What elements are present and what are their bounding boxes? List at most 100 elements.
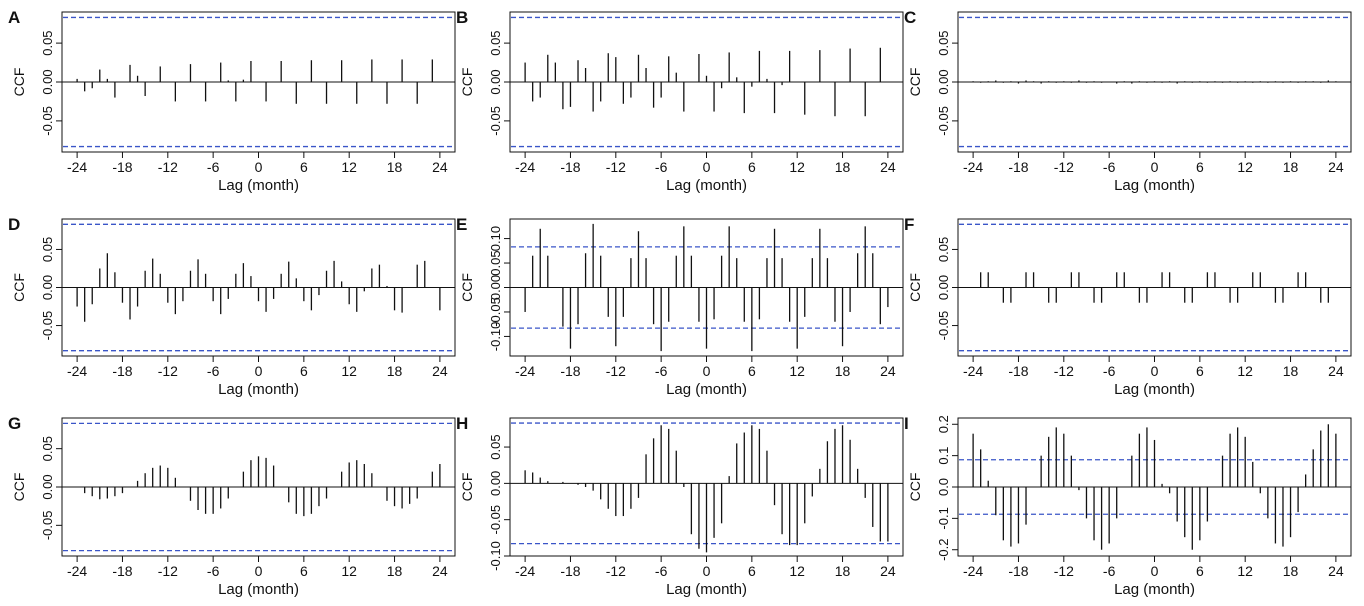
x-tick-label: 0 — [1151, 363, 1159, 379]
panel-letter: C — [904, 8, 916, 27]
x-tick-label: -24 — [963, 159, 983, 175]
x-tick-label: -24 — [963, 563, 983, 579]
panel-letter: H — [456, 414, 468, 433]
x-tick-label: 24 — [432, 363, 448, 379]
x-tick-label: 12 — [341, 159, 357, 175]
y-tick-label: -0.1 — [936, 507, 951, 529]
x-tick-label: -24 — [515, 363, 535, 379]
x-tick-label: -6 — [1103, 159, 1116, 175]
x-tick-label: 6 — [748, 363, 756, 379]
x-axis-label: Lag (month) — [218, 581, 299, 598]
x-tick-label: 6 — [300, 363, 308, 379]
x-tick-label: 0 — [1151, 563, 1159, 579]
x-tick-label: 24 — [1328, 563, 1344, 579]
x-tick-label: 12 — [1237, 159, 1253, 175]
x-axis-label: Lag (month) — [1114, 381, 1195, 398]
y-tick-label: 0.10 — [488, 226, 503, 251]
y-tick-label: 0.00 — [936, 275, 951, 300]
x-tick-label: -12 — [1054, 159, 1074, 175]
x-tick-label: 6 — [748, 563, 756, 579]
x-tick-label: 24 — [880, 563, 896, 579]
y-tick-label: -0.10 — [488, 541, 503, 571]
x-axis-label: Lag (month) — [666, 381, 747, 398]
x-tick-label: -12 — [158, 159, 178, 175]
y-tick-label: -0.05 — [488, 297, 503, 327]
x-tick-label: -6 — [655, 159, 668, 175]
x-tick-label: -12 — [158, 563, 178, 579]
x-tick-label: -24 — [67, 363, 87, 379]
x-tick-label: 18 — [387, 363, 403, 379]
x-tick-label: -18 — [112, 363, 132, 379]
x-tick-label: 6 — [1196, 563, 1204, 579]
x-tick-label: -24 — [67, 159, 87, 175]
y-tick-label: 0.05 — [488, 434, 503, 459]
x-tick-label: 6 — [1196, 363, 1204, 379]
x-tick-label: 0 — [1151, 159, 1159, 175]
panel-b: B -24 -18 -12 -6 0 6 12 18 24 Lag (month) -0.05 0.00… — [456, 8, 904, 194]
x-tick-label: -12 — [158, 363, 178, 379]
x-tick-label: 24 — [880, 363, 896, 379]
y-tick-label: -0.05 — [40, 511, 55, 541]
x-tick-label: 0 — [703, 363, 711, 379]
x-tick-label: 18 — [1283, 563, 1299, 579]
y-tick-label: -0.05 — [488, 106, 503, 136]
x-tick-label: -24 — [515, 563, 535, 579]
x-tick-label: -18 — [1008, 159, 1028, 175]
x-axis-label: Lag (month) — [1114, 177, 1195, 194]
y-tick-label: 0.00 — [488, 275, 503, 300]
x-tick-label: 18 — [835, 159, 851, 175]
x-tick-label: -18 — [1008, 563, 1028, 579]
panel-letter: A — [8, 8, 20, 27]
y-tick-label: 0.05 — [40, 436, 55, 461]
x-tick-label: -24 — [515, 159, 535, 175]
panel-letter: F — [904, 215, 914, 234]
y-axis-label: CCF — [459, 273, 475, 302]
panel-c: C -24 -18 -12 -6 0 6 12 18 24 Lag (month) -0.05 0.00… — [904, 8, 1352, 194]
y-tick-label: 0.00 — [488, 69, 503, 94]
x-tick-label: 12 — [1237, 563, 1253, 579]
y-axis-label: CCF — [459, 473, 475, 502]
y-tick-label: 0.00 — [40, 69, 55, 94]
y-axis-label: CCF — [459, 68, 475, 97]
y-tick-label: -0.05 — [40, 311, 55, 341]
x-tick-label: 18 — [835, 363, 851, 379]
panel-letter: G — [8, 414, 21, 433]
x-axis-label: Lag (month) — [1114, 581, 1195, 598]
y-tick-label: 0.05 — [40, 30, 55, 55]
y-tick-label: 0.00 — [936, 69, 951, 94]
x-tick-label: 18 — [835, 563, 851, 579]
x-tick-label: 12 — [789, 159, 805, 175]
x-tick-label: 24 — [1328, 363, 1344, 379]
x-tick-label: 24 — [432, 563, 448, 579]
x-axis-label: Lag (month) — [218, 177, 299, 194]
x-tick-label: 18 — [387, 159, 403, 175]
x-axis-label: Lag (month) — [666, 581, 747, 598]
x-tick-label: 0 — [255, 159, 263, 175]
y-tick-label: 0.2 — [936, 415, 951, 433]
x-tick-label: 6 — [300, 563, 308, 579]
y-tick-label: -0.05 — [936, 311, 951, 341]
x-tick-label: -18 — [112, 563, 132, 579]
x-tick-label: 18 — [1283, 363, 1299, 379]
panel-e: E -24 -18 -12 -6 0 6 12 18 24 Lag (month) -0.10-0.0… — [456, 215, 904, 398]
y-tick-label: 0.05 — [488, 250, 503, 275]
x-tick-label: 12 — [789, 363, 805, 379]
x-tick-label: 0 — [703, 159, 711, 175]
x-tick-label: 24 — [1328, 159, 1344, 175]
panel-f: F -24 -18 -12 -6 0 6 12 18 24 Lag (month) -0.05 0.00… — [904, 215, 1352, 398]
x-tick-label: 6 — [748, 159, 756, 175]
panel-h: H -24 -18 -12 -6 0 6 12 18 24 Lag (month) -0.10 -0.0… — [456, 414, 904, 598]
x-tick-label: -18 — [560, 563, 580, 579]
x-tick-label: -24 — [67, 563, 87, 579]
y-tick-label: -0.05 — [936, 106, 951, 136]
x-tick-label: -12 — [606, 563, 626, 579]
x-tick-label: 0 — [255, 563, 263, 579]
x-tick-label: -12 — [1054, 563, 1074, 579]
x-axis-label: Lag (month) — [666, 177, 747, 194]
y-tick-label: -0.05 — [40, 106, 55, 136]
panel-letter: D — [8, 215, 20, 234]
y-tick-label: 0.00 — [40, 275, 55, 300]
x-tick-label: -18 — [1008, 363, 1028, 379]
